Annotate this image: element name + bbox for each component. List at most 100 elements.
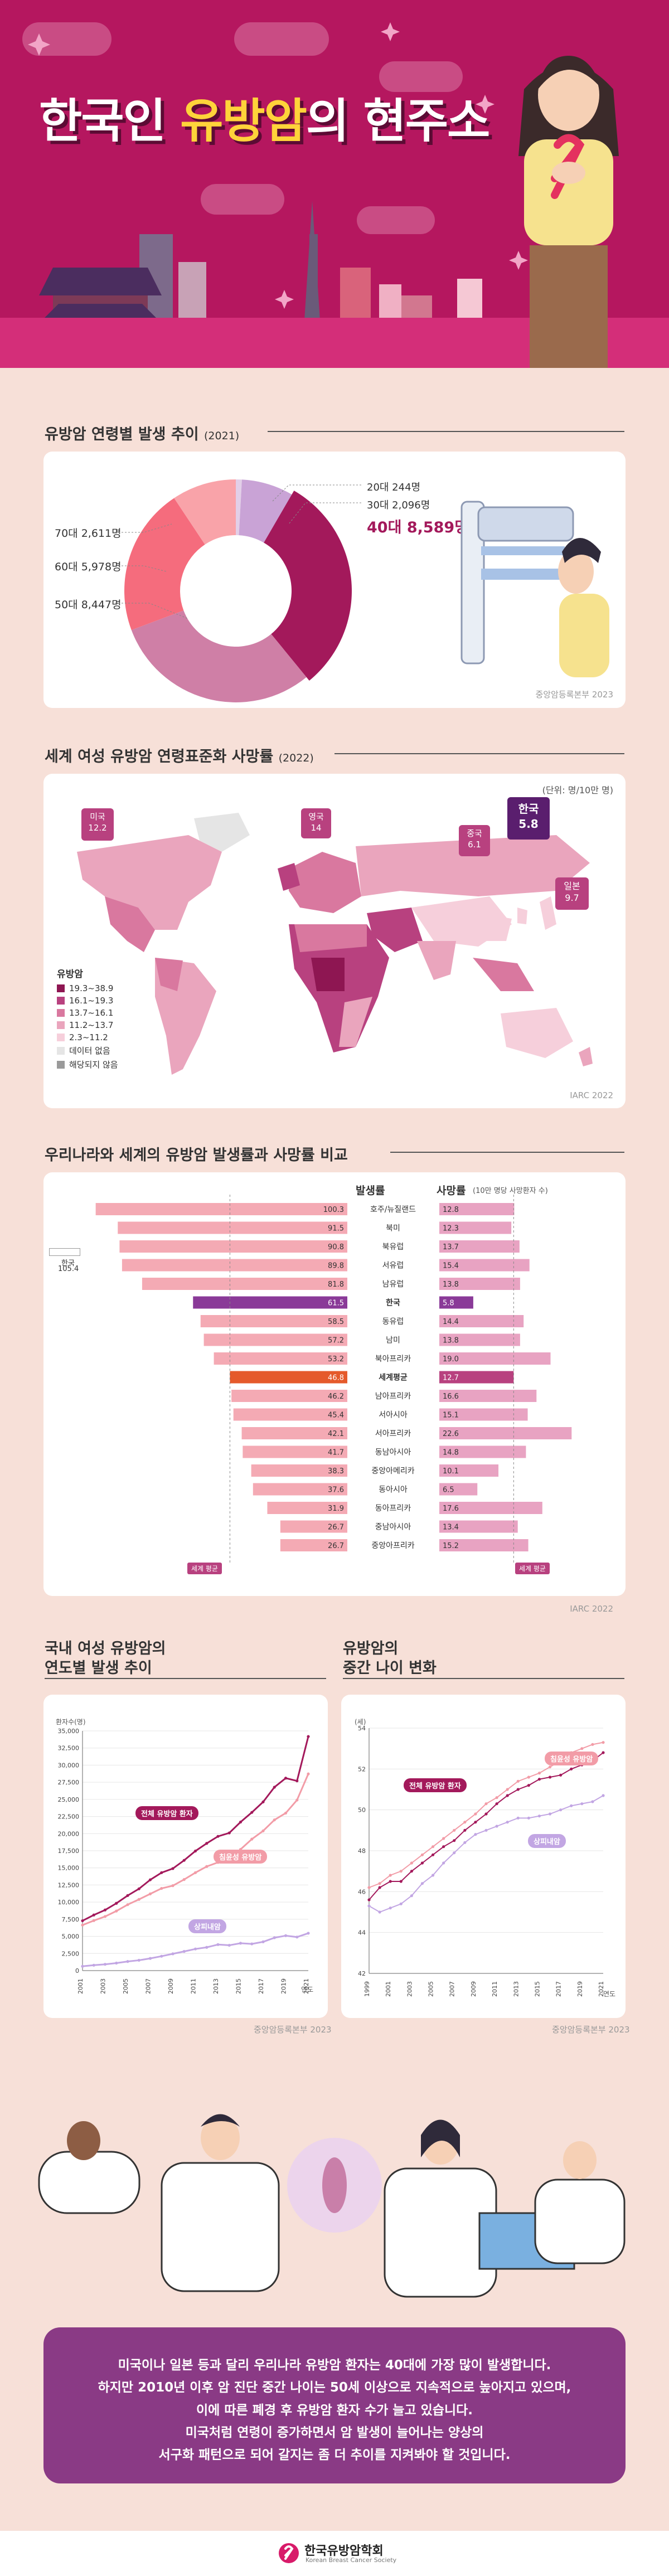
y-tick-label: 44 (358, 1929, 366, 1937)
y-tick-label: 27,500 (58, 1779, 80, 1786)
data-point (284, 1934, 288, 1937)
data-point (474, 1821, 477, 1824)
data-point (250, 1811, 254, 1814)
x-tick-label: 2007 (145, 1978, 152, 1994)
data-point (261, 1829, 265, 1832)
data-point (548, 1812, 552, 1816)
data-point (453, 1839, 456, 1842)
y-tick-label: 20,000 (58, 1830, 80, 1837)
doctors-illustration (38, 2114, 626, 2298)
data-point (399, 1880, 403, 1883)
mortality-bar (439, 1278, 520, 1290)
data-point (239, 1820, 243, 1824)
data-point (506, 1794, 509, 1797)
y-tick-label: 32,500 (58, 1745, 80, 1752)
data-point (227, 1831, 231, 1835)
data-point (250, 1942, 254, 1946)
section1-title: 유방암 연령별 발생 추이 (2021) (45, 426, 240, 443)
data-point (389, 1880, 392, 1883)
mortality-value: 13.8 (443, 1280, 459, 1289)
mortality-bar (439, 1427, 572, 1439)
data-point (516, 1788, 520, 1791)
world-avg-tag-left: 세계 평균 (187, 1563, 222, 1574)
region-label: 서아시아 (379, 1411, 408, 1420)
incidence-bar (200, 1315, 347, 1327)
data-point (205, 1946, 209, 1949)
section1-source: 중앙암등록본부 2023 (535, 690, 613, 700)
x-tick-label: 2009 (470, 1981, 477, 1997)
donut-slice-70대 (174, 479, 236, 545)
legend-label: 데이터 없음 (69, 1046, 110, 1056)
legend-label: 13.7~16.1 (69, 1008, 114, 1018)
x-tick-label: 2013 (512, 1981, 520, 1997)
legend-label: 2.3~11.2 (69, 1032, 108, 1042)
x-tick-label: 2013 (212, 1978, 220, 1994)
data-point (389, 1906, 392, 1910)
mortality-bar (439, 1390, 537, 1402)
data-point (442, 1861, 445, 1865)
data-point (570, 1804, 573, 1807)
x-tick-label: 2019 (576, 1981, 584, 1997)
line2-tag-total: 전체 유방암 환자 (404, 1778, 467, 1792)
incidence-bar (251, 1464, 347, 1477)
section4-title: 국내 여성 유방암의 연도별 발생 추이 (45, 1640, 166, 1677)
data-point (410, 1894, 413, 1898)
mortality-value: 16.6 (443, 1393, 459, 1401)
data-point (307, 1772, 310, 1775)
label-20s: 20대 244명 (367, 482, 421, 493)
data-point (261, 1940, 265, 1943)
incidence-bar (280, 1520, 347, 1533)
yearly-incidence-line-chart: 0 2,500 5,000 7,500 10,000 12,500 15,000 17,500… (58, 1728, 311, 1994)
y-tick-label: 2,500 (62, 1950, 80, 1957)
incidence-value: 26.7 (328, 1524, 344, 1532)
donut-slice-20대 (236, 479, 242, 536)
incidence-bar (193, 1296, 347, 1309)
data-point (216, 1943, 220, 1946)
region-label: 호주/뉴질랜드 (370, 1205, 416, 1214)
region-label: 북미 (386, 1224, 400, 1233)
data-point (273, 1786, 276, 1789)
page-title: 한국인 유방암의 현주소 (39, 94, 490, 148)
legend-swatch (57, 1009, 65, 1017)
legend-label: 11.2~13.7 (69, 1020, 114, 1030)
data-point (527, 1775, 530, 1779)
y-tick-label: 42 (358, 1970, 366, 1977)
mortality-value: 12.8 (443, 1206, 459, 1214)
legend-label: 해당되지 않음 (69, 1060, 118, 1070)
data-point (295, 1935, 299, 1939)
region-label: 북아프리카 (375, 1355, 411, 1364)
incidence-value: 100.3 (323, 1206, 344, 1214)
data-point (484, 1812, 488, 1816)
data-point (378, 1910, 381, 1914)
data-point (250, 1837, 254, 1841)
data-point (160, 1871, 163, 1874)
data-point (193, 1871, 197, 1874)
data-point (516, 1779, 520, 1783)
hero-sparkles (28, 22, 528, 309)
data-point (367, 1886, 371, 1889)
mortality-bar (439, 1333, 520, 1346)
y-tick-label: 35,000 (58, 1728, 80, 1735)
data-point (160, 1886, 163, 1890)
x-tick-label: 2007 (449, 1981, 456, 1997)
incidence-value: 91.5 (328, 1225, 344, 1233)
section2-source: IARC 2022 (570, 1090, 613, 1100)
incidence-bar (119, 1240, 347, 1253)
data-point (295, 1779, 299, 1783)
section4-card: 0 2,500 5,000 7,500 10,000 12,500 15,000 17,500… (43, 1695, 328, 2018)
data-point (442, 1837, 445, 1840)
incidence-bar (233, 1408, 347, 1421)
label-70s: 70대 2,611명 (55, 527, 122, 540)
data-point (307, 1735, 310, 1738)
legend-item: 16.1~19.3 (57, 996, 118, 1006)
mortality-bar (439, 1203, 515, 1215)
legend-item: 13.7~16.1 (57, 1008, 118, 1018)
x-tick-label: 2011 (491, 1981, 498, 1997)
data-point (137, 1898, 140, 1901)
callout-japan: 일본 9.7 (555, 877, 589, 910)
callout-china: 중국 6.1 (459, 825, 490, 856)
section4-source: 중앙암등록본부 2023 (254, 2025, 332, 2035)
data-point (420, 1882, 424, 1885)
mortality-bar (439, 1483, 478, 1496)
data-point (389, 1874, 392, 1877)
